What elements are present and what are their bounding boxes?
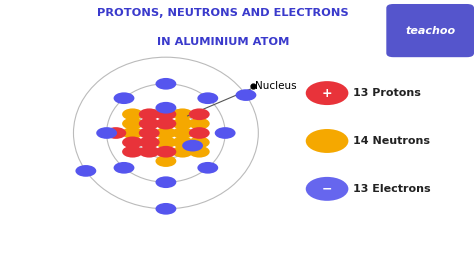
Circle shape	[114, 92, 135, 104]
Circle shape	[139, 127, 160, 139]
Circle shape	[155, 118, 176, 130]
Circle shape	[155, 176, 176, 188]
Circle shape	[122, 118, 143, 130]
Circle shape	[172, 109, 193, 120]
Circle shape	[155, 146, 176, 157]
Circle shape	[155, 78, 176, 90]
Circle shape	[155, 136, 176, 148]
Circle shape	[189, 136, 210, 148]
Text: 14 Neutrons: 14 Neutrons	[353, 136, 430, 146]
Circle shape	[155, 155, 176, 167]
Text: 13 Protons: 13 Protons	[353, 88, 421, 98]
Circle shape	[155, 102, 176, 114]
Circle shape	[306, 129, 348, 153]
Text: PROTONS, NEUTRONS AND ELECTRONS: PROTONS, NEUTRONS AND ELECTRONS	[97, 8, 348, 18]
Circle shape	[122, 136, 143, 148]
Circle shape	[189, 118, 210, 130]
Text: +: +	[322, 87, 332, 99]
Circle shape	[139, 136, 160, 148]
Circle shape	[139, 118, 160, 130]
Circle shape	[306, 177, 348, 201]
Circle shape	[236, 89, 256, 101]
FancyBboxPatch shape	[386, 4, 474, 57]
Circle shape	[139, 109, 160, 120]
Circle shape	[114, 162, 135, 174]
Text: Nucleus: Nucleus	[255, 81, 297, 92]
Text: 13 Electrons: 13 Electrons	[353, 184, 431, 194]
Circle shape	[172, 127, 193, 139]
Circle shape	[122, 146, 143, 157]
Circle shape	[189, 146, 210, 157]
Circle shape	[172, 146, 193, 157]
Circle shape	[306, 81, 348, 105]
Text: teachoo: teachoo	[405, 26, 456, 36]
Circle shape	[197, 92, 218, 104]
Circle shape	[122, 109, 143, 120]
Text: IN ALUMINIUM ATOM: IN ALUMINIUM ATOM	[156, 37, 289, 47]
Circle shape	[96, 127, 117, 139]
Circle shape	[182, 140, 203, 152]
Circle shape	[215, 127, 236, 139]
Text: −: −	[322, 182, 332, 195]
Circle shape	[122, 127, 143, 139]
Circle shape	[172, 118, 193, 130]
Circle shape	[189, 109, 210, 120]
Circle shape	[155, 127, 176, 139]
Circle shape	[105, 127, 126, 139]
Circle shape	[155, 109, 176, 120]
Circle shape	[75, 165, 96, 177]
Circle shape	[155, 203, 176, 215]
Circle shape	[189, 127, 210, 139]
Circle shape	[197, 162, 218, 174]
Circle shape	[172, 136, 193, 148]
Circle shape	[139, 146, 160, 157]
